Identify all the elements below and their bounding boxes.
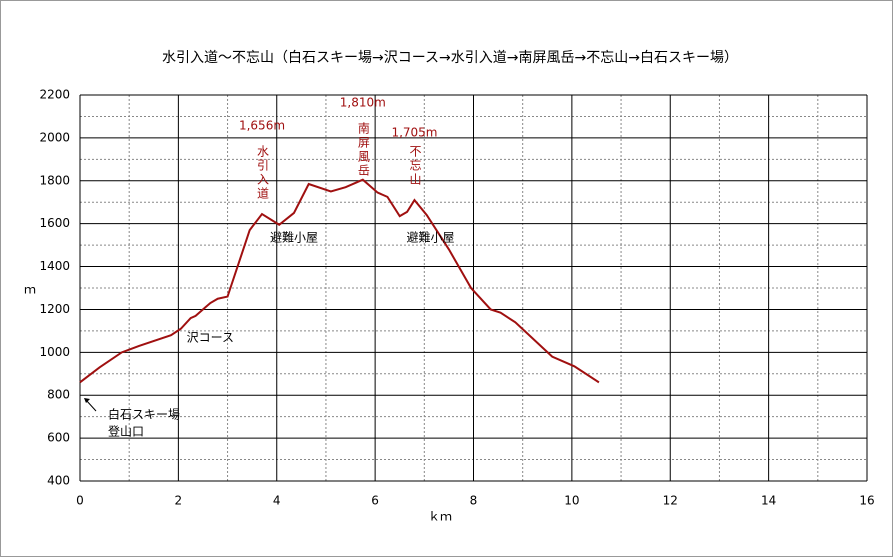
y-tick-label: 1200 bbox=[39, 302, 70, 316]
arrow-head bbox=[84, 398, 90, 403]
x-tick-label: 0 bbox=[76, 494, 84, 508]
y-axis-label: ｍ bbox=[24, 283, 36, 297]
y-tick-label: 1400 bbox=[39, 259, 70, 273]
x-tick-label: 4 bbox=[273, 494, 281, 508]
x-tick-label: 16 bbox=[859, 494, 874, 508]
x-tick-label: 8 bbox=[470, 494, 478, 508]
elevation-line bbox=[79, 178, 600, 384]
y-tick-label: 800 bbox=[47, 388, 70, 402]
x-tick-label: 10 bbox=[564, 494, 579, 508]
annotation: 水引入道 bbox=[255, 145, 269, 201]
annotation: 避難小屋 bbox=[270, 230, 318, 245]
annotation: 南屏風岳 bbox=[356, 121, 370, 178]
annotation: 登山口 bbox=[108, 424, 144, 439]
x-tick-label: 12 bbox=[663, 494, 678, 508]
annotation: 白石スキー場 bbox=[108, 407, 180, 422]
annotation: 不忘山 bbox=[408, 145, 422, 187]
annotation: 1,810m bbox=[340, 96, 386, 110]
annotation: 避難小屋 bbox=[406, 230, 454, 245]
y-tick-label: 2000 bbox=[39, 130, 70, 144]
y-tick-label: 400 bbox=[47, 474, 70, 488]
chart-title: 水引入道〜不忘山（白石スキー場→沢コース→水引入道→南屏風岳→不忘山→白石スキー… bbox=[162, 50, 738, 66]
x-tick-label: 6 bbox=[371, 494, 379, 508]
y-tick-label: 1000 bbox=[39, 345, 70, 359]
x-tick-label: 14 bbox=[761, 494, 776, 508]
annotation: 1,656m bbox=[239, 119, 285, 133]
y-tick-label: 2200 bbox=[39, 88, 70, 102]
annotation: 沢コース bbox=[187, 331, 234, 345]
y-tick-label: 600 bbox=[47, 431, 70, 445]
x-tick-label: 2 bbox=[175, 494, 183, 508]
y-tick-label: 1800 bbox=[39, 173, 70, 187]
y-tick-label: 1600 bbox=[39, 216, 70, 230]
x-axis-label: ｋｍ bbox=[428, 510, 452, 524]
pointer-arrow bbox=[85, 399, 97, 412]
annotation: 1,705m bbox=[391, 126, 437, 140]
